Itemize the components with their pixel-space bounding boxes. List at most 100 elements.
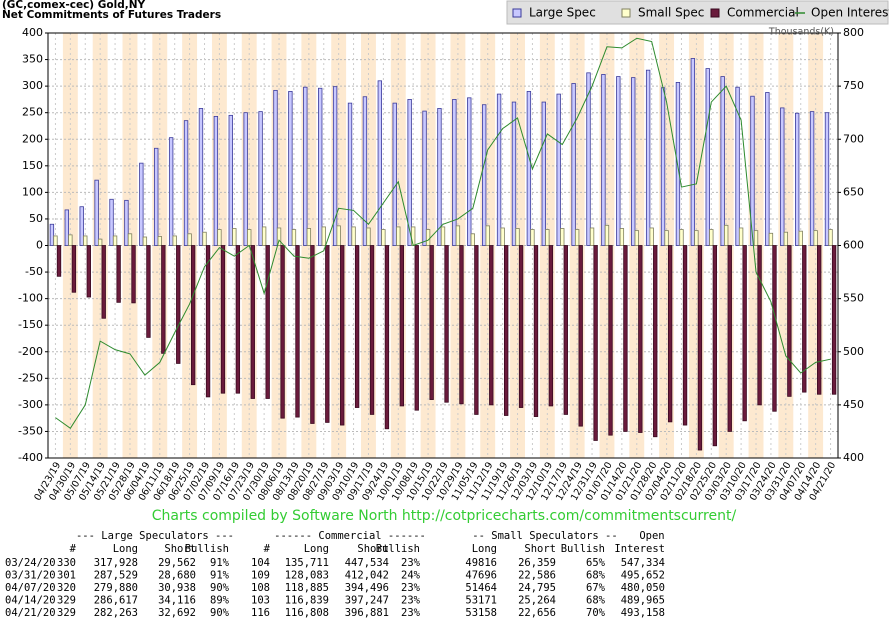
bar xyxy=(381,229,386,246)
bar xyxy=(154,147,159,246)
row-date: 04/14/20 xyxy=(5,595,56,607)
table-cell: 23% xyxy=(401,607,421,619)
table-cell: 116 xyxy=(251,607,270,619)
table-cell: 104 xyxy=(251,557,270,569)
y-tick-label: 300 xyxy=(22,79,43,92)
bar xyxy=(500,227,505,246)
y-tick-label: -350 xyxy=(18,424,43,437)
bar xyxy=(243,112,248,246)
bar xyxy=(724,224,729,246)
legend-label: Commercial xyxy=(727,6,799,20)
table-cell: 23% xyxy=(401,582,421,594)
bar xyxy=(753,230,759,246)
table-cell: 396,881 xyxy=(345,607,389,619)
y-tick-label: -300 xyxy=(18,398,43,411)
table-cell: 89% xyxy=(210,595,230,607)
table-cell: 25,264 xyxy=(518,595,556,607)
bar xyxy=(347,102,353,246)
bar xyxy=(235,245,241,394)
bar xyxy=(780,107,785,246)
bar xyxy=(649,227,654,246)
y-tick-label: 150 xyxy=(22,159,43,172)
bar xyxy=(548,245,554,407)
bar xyxy=(325,245,330,423)
column-header: Long xyxy=(304,543,329,555)
bar xyxy=(124,199,129,246)
bar xyxy=(798,230,803,246)
bar xyxy=(631,77,636,246)
table-cell: 397,247 xyxy=(345,595,389,607)
column-header: Interest xyxy=(614,543,665,555)
bar xyxy=(653,245,658,438)
bar xyxy=(772,245,777,412)
y-tick-label: -200 xyxy=(18,345,43,358)
column-header: Short xyxy=(524,543,556,555)
table-cell: 109 xyxy=(251,570,270,582)
bar xyxy=(560,228,565,246)
bar xyxy=(511,101,517,246)
table-cell: 447,534 xyxy=(345,557,389,569)
bar xyxy=(518,245,524,408)
table-cell: 329 xyxy=(57,595,76,607)
bar xyxy=(280,245,285,419)
bar xyxy=(586,72,591,246)
y2-tick-label: 600 xyxy=(843,239,864,252)
bar xyxy=(288,91,293,246)
table-cell: 128,083 xyxy=(285,570,329,582)
bar xyxy=(503,245,509,416)
bar xyxy=(306,228,312,246)
bar xyxy=(273,89,278,246)
bar xyxy=(157,236,162,246)
column-header: Bullish xyxy=(185,543,229,555)
bar xyxy=(127,233,133,246)
y-tick-label: 250 xyxy=(22,106,43,119)
bar xyxy=(459,245,464,405)
bar xyxy=(645,69,651,246)
bar xyxy=(377,80,383,246)
bar xyxy=(422,110,427,246)
bar xyxy=(399,245,405,407)
y-tick-label: -400 xyxy=(18,451,43,464)
table-cell: 320 xyxy=(57,582,76,594)
bar xyxy=(176,245,181,364)
column-header: Long xyxy=(113,543,138,555)
table-cell: 23% xyxy=(401,595,421,607)
bar xyxy=(332,86,338,246)
table-cell: 489,965 xyxy=(621,595,665,607)
bar xyxy=(563,245,568,415)
bar xyxy=(634,230,639,246)
column-header: # xyxy=(264,543,271,555)
bar xyxy=(802,245,807,393)
bar xyxy=(161,245,166,354)
bar xyxy=(205,245,211,398)
bar xyxy=(742,245,747,422)
bar xyxy=(101,245,106,319)
bar xyxy=(574,229,580,246)
bar xyxy=(720,76,725,246)
bar xyxy=(139,162,144,246)
bar xyxy=(351,226,356,246)
table-cell: 22,656 xyxy=(518,607,556,619)
marks xyxy=(49,37,837,451)
bar xyxy=(429,245,434,400)
bar xyxy=(481,104,487,246)
table-cell: 135,711 xyxy=(285,557,329,569)
bar xyxy=(183,120,189,246)
y-tick-label: 50 xyxy=(29,212,43,225)
table-cell: 53158 xyxy=(465,607,497,619)
bar xyxy=(68,234,73,246)
column-header: Short xyxy=(357,543,389,555)
column-header: # xyxy=(70,543,77,555)
column-header: Bullish xyxy=(561,543,605,555)
y2-tick-label: 400 xyxy=(843,451,864,464)
table-cell: 47696 xyxy=(465,570,497,582)
table-cell: 301 xyxy=(57,570,76,582)
legend-swatch xyxy=(621,8,631,18)
bar xyxy=(366,227,371,246)
y2-tick-label: 550 xyxy=(843,292,864,305)
bar xyxy=(533,245,539,417)
bar xyxy=(411,226,416,246)
legend-label: Large Spec xyxy=(529,6,596,20)
bar xyxy=(303,86,308,246)
y-tick-label: -150 xyxy=(18,318,43,331)
